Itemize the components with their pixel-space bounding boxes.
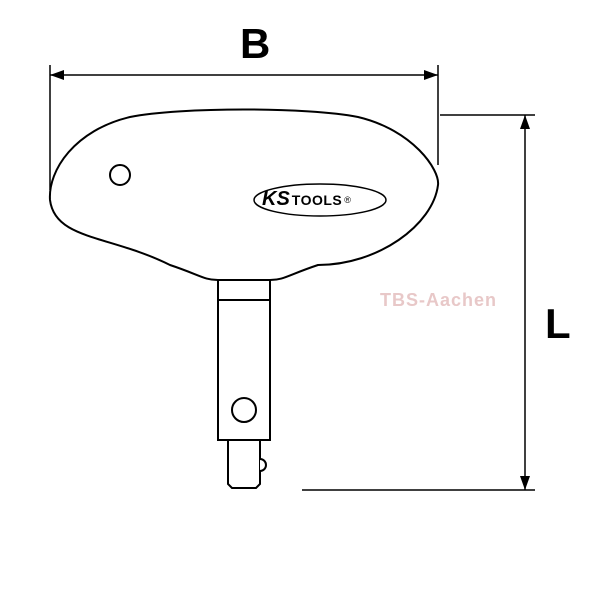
drawing-canvas — [0, 0, 600, 600]
brand-reg: ® — [344, 195, 351, 205]
dim-label-B: B — [240, 20, 270, 68]
brand-tools: TOOLS — [292, 192, 342, 208]
brand-logo: KS TOOLS ® — [262, 188, 351, 211]
dim-label-L: L — [545, 300, 571, 348]
brand-ks: KS — [262, 188, 290, 211]
watermark-text: TBS-Aachen — [380, 290, 497, 311]
